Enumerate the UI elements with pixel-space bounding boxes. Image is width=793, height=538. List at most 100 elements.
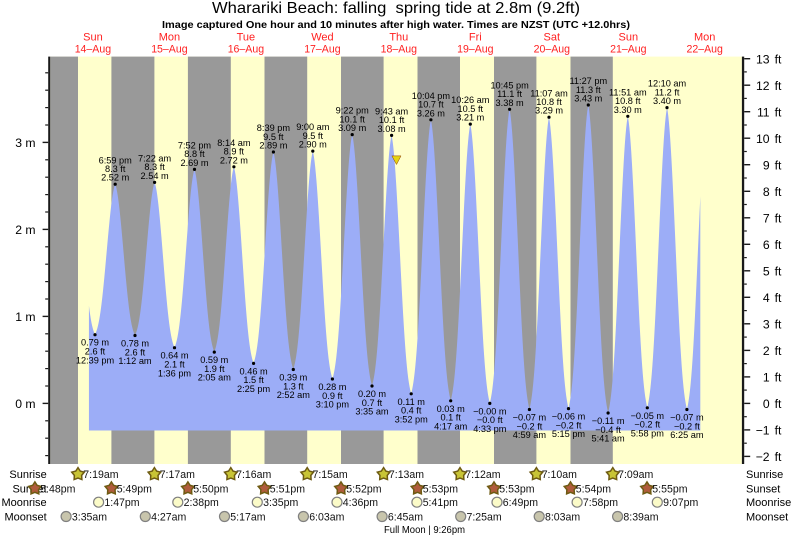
svg-text:Sunrise: Sunrise [9, 469, 46, 481]
svg-text:7:15am: 7:15am [313, 469, 348, 481]
svg-text:ft: ft [775, 158, 782, 172]
svg-text:ft: ft [775, 291, 782, 305]
svg-text:8.8 ft: 8.8 ft [184, 149, 205, 159]
svg-text:−0.2 ft: −0.2 ft [634, 420, 660, 430]
svg-text:ft: ft [775, 132, 782, 146]
svg-text:7:22 am: 7:22 am [138, 154, 172, 164]
svg-text:9: 9 [763, 158, 770, 172]
svg-text:3.09 m: 3.09 m [338, 123, 366, 133]
svg-text:12: 12 [756, 79, 770, 93]
svg-text:0.59 m: 0.59 m [200, 355, 228, 365]
svg-text:3:35 am: 3:35 am [355, 407, 389, 417]
svg-text:0.11 m: 0.11 m [397, 397, 425, 407]
svg-text:−0.4 ft: −0.4 ft [595, 425, 621, 435]
svg-text:3.40 m: 3.40 m [653, 96, 681, 106]
svg-text:ft: ft [775, 397, 782, 411]
svg-text:5: 5 [763, 265, 770, 279]
svg-text:22–Aug: 22–Aug [687, 43, 723, 55]
svg-text:1.9 ft: 1.9 ft [204, 364, 225, 374]
svg-text:5:41 am: 5:41 am [591, 434, 625, 444]
svg-text:Mon: Mon [694, 32, 715, 44]
svg-text:Fri: Fri [469, 32, 482, 44]
svg-text:7:12am: 7:12am [465, 469, 500, 481]
svg-text:2.1 ft: 2.1 ft [164, 360, 185, 370]
svg-text:10:04 pm: 10:04 pm [412, 91, 451, 101]
svg-text:Moonrise: Moonrise [1, 497, 46, 509]
svg-text:7:19am: 7:19am [83, 469, 118, 481]
svg-text:8:14 am: 8:14 am [217, 138, 251, 148]
svg-text:−0.06 m: −0.06 m [552, 412, 586, 422]
svg-text:16–Aug: 16–Aug [228, 43, 264, 55]
svg-text:−2: −2 [756, 450, 770, 464]
svg-text:−0.2 ft: −0.2 ft [556, 420, 582, 430]
svg-text:7:16am: 7:16am [236, 469, 271, 481]
svg-text:9:22 pm: 9:22 pm [336, 106, 370, 116]
svg-text:3.38 m: 3.38 m [496, 98, 524, 108]
svg-text:6:03am: 6:03am [309, 511, 344, 523]
svg-text:7:09am: 7:09am [618, 469, 653, 481]
svg-text:5:58 pm: 5:58 pm [631, 428, 665, 438]
svg-text:7:17am: 7:17am [160, 469, 195, 481]
svg-text:0: 0 [763, 397, 770, 411]
svg-text:9.5 ft: 9.5 ft [303, 131, 324, 141]
svg-text:7: 7 [763, 212, 770, 226]
svg-text:5:48pm: 5:48pm [40, 483, 75, 495]
svg-text:2.6 ft: 2.6 ft [85, 347, 106, 357]
svg-text:13: 13 [756, 52, 770, 66]
svg-text:8.3 ft: 8.3 ft [144, 162, 165, 172]
svg-text:m: m [25, 136, 35, 150]
svg-text:Sunset: Sunset [746, 484, 780, 496]
svg-text:3:35pm: 3:35pm [263, 497, 298, 509]
svg-text:m: m [25, 223, 35, 237]
svg-text:5:53pm: 5:53pm [499, 483, 534, 495]
svg-text:1:12 am: 1:12 am [118, 356, 152, 366]
svg-text:4:36pm: 4:36pm [343, 497, 378, 509]
svg-text:5:49pm: 5:49pm [117, 483, 152, 495]
svg-text:10:45 pm: 10:45 pm [490, 80, 529, 90]
svg-text:6:45am: 6:45am [388, 511, 423, 523]
svg-text:2.6 ft: 2.6 ft [125, 347, 146, 357]
svg-text:1.3 ft: 1.3 ft [283, 381, 304, 391]
svg-text:Sunrise: Sunrise [746, 469, 783, 481]
svg-text:−0.2 ft: −0.2 ft [517, 421, 543, 431]
svg-text:Sun: Sun [619, 32, 639, 44]
svg-text:14–Aug: 14–Aug [75, 43, 111, 55]
svg-text:ft: ft [775, 318, 782, 332]
svg-text:3:35am: 3:35am [72, 511, 107, 523]
svg-text:10.8 ft: 10.8 ft [615, 96, 641, 106]
svg-text:0.39 m: 0.39 m [279, 373, 307, 383]
svg-text:9:00 am: 9:00 am [296, 122, 330, 132]
svg-text:ft: ft [775, 371, 782, 385]
svg-text:−0.0 ft: −0.0 ft [477, 415, 503, 425]
svg-text:0.7 ft: 0.7 ft [362, 398, 383, 408]
svg-text:ft: ft [775, 424, 782, 438]
svg-text:9.5 ft: 9.5 ft [263, 132, 284, 142]
svg-text:8:39 pm: 8:39 pm [257, 123, 291, 133]
svg-text:Wharariki Beach: falling spri: Wharariki Beach: falling spring tide at … [212, 0, 580, 17]
svg-text:1:47pm: 1:47pm [104, 497, 139, 509]
svg-text:7:10am: 7:10am [542, 469, 577, 481]
svg-text:5:52pm: 5:52pm [346, 483, 381, 495]
svg-text:4: 4 [763, 291, 770, 305]
svg-text:0: 0 [15, 397, 22, 411]
svg-text:3.21 m: 3.21 m [456, 113, 484, 123]
svg-text:0.9 ft: 0.9 ft [322, 391, 343, 401]
svg-text:3.30 m: 3.30 m [614, 105, 642, 115]
svg-text:2:05 am: 2:05 am [198, 373, 232, 383]
svg-text:ft: ft [775, 238, 782, 252]
svg-text:Image captured One hour and 10: Image captured One hour and 10 minutes a… [162, 20, 630, 31]
svg-text:2.52 m: 2.52 m [101, 173, 129, 183]
svg-text:6:25 am: 6:25 am [670, 430, 704, 440]
svg-text:2.90 m: 2.90 m [299, 140, 327, 150]
svg-text:Tue: Tue [237, 32, 256, 44]
svg-text:9:07pm: 9:07pm [663, 497, 698, 509]
svg-text:ft: ft [775, 450, 782, 464]
svg-text:2.69 m: 2.69 m [180, 158, 208, 168]
svg-text:3: 3 [763, 318, 770, 332]
svg-text:0.4 ft: 0.4 ft [401, 406, 422, 416]
svg-text:11:27 pm: 11:27 pm [569, 76, 607, 86]
svg-text:Moonset: Moonset [4, 512, 46, 524]
svg-text:2.72 m: 2.72 m [220, 155, 248, 165]
svg-text:−0.07 m: −0.07 m [513, 413, 547, 423]
svg-text:5:41pm: 5:41pm [423, 497, 458, 509]
